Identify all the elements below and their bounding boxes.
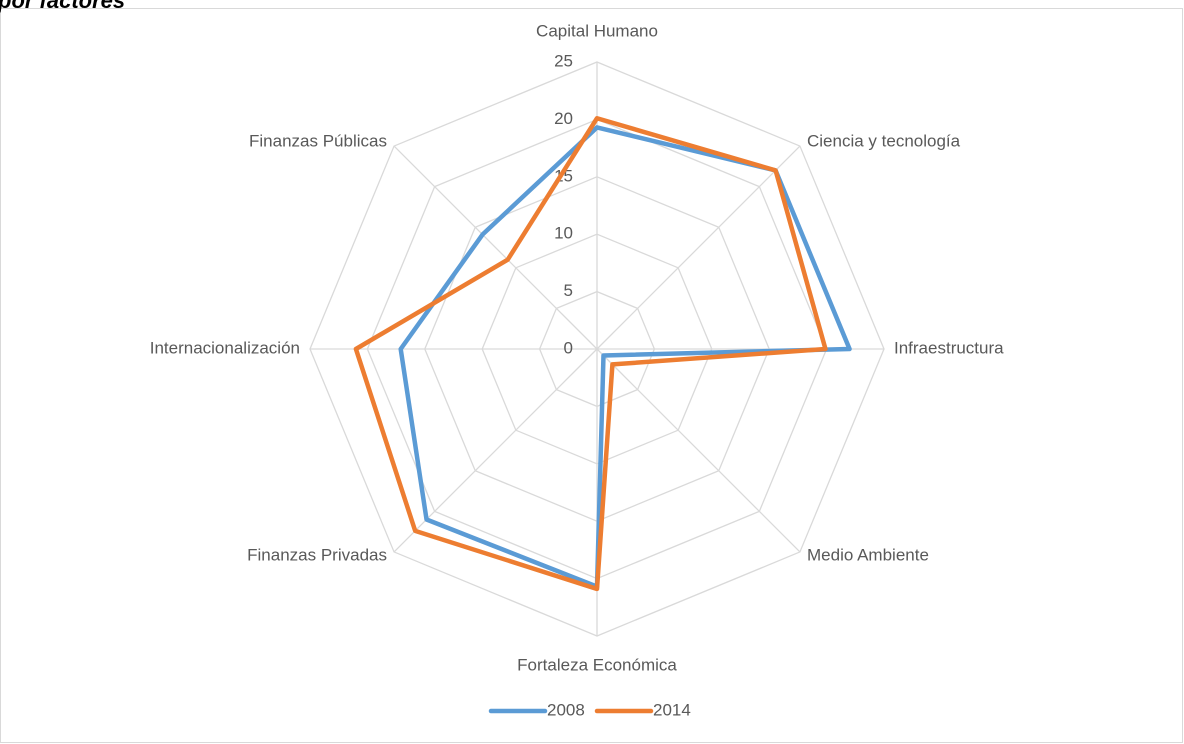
- category-label: Infraestructura: [894, 338, 1004, 357]
- legend-label: 2008: [547, 700, 585, 719]
- series-line: [353, 116, 828, 592]
- r-tick-label: 5: [564, 281, 573, 300]
- category-label: Finanzas Privadas: [247, 546, 387, 565]
- category-label: Ciencia y tecnología: [807, 131, 961, 150]
- chart-frame: [0, 8, 1183, 743]
- r-tick-label: 25: [554, 51, 573, 70]
- chart-title: por factores: [0, 0, 125, 13]
- r-tick-label: 0: [564, 338, 573, 357]
- category-label: Capital Humano: [536, 21, 658, 40]
- category-label: Fortaleza Económica: [517, 655, 677, 674]
- spoke: [393, 145, 598, 350]
- r-tick-label: 10: [554, 224, 573, 243]
- spoke: [596, 348, 801, 553]
- category-label: Finanzas Públicas: [249, 131, 387, 150]
- category-label: Medio Ambiente: [807, 546, 929, 565]
- r-tick-label: 20: [554, 109, 573, 128]
- spoke: [596, 145, 801, 350]
- category-label: Internacionalización: [150, 338, 300, 357]
- legend-label: 2014: [653, 700, 691, 719]
